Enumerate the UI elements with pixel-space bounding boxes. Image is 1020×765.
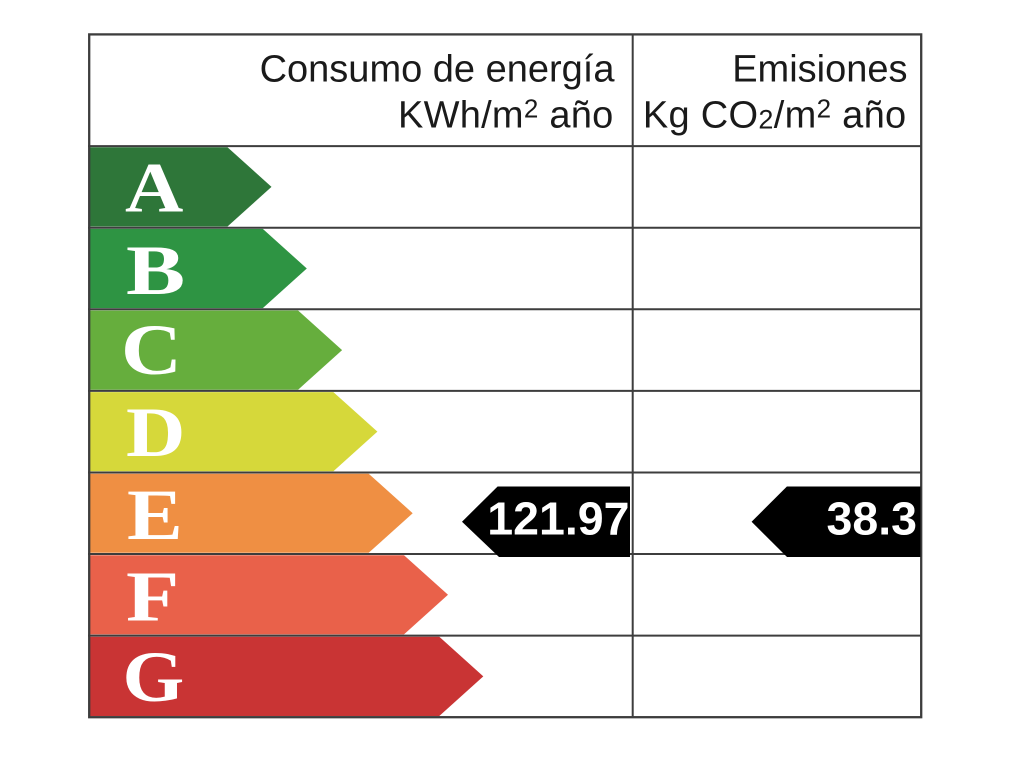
svg-text:Kg CO2/m2 año: Kg CO2/m2 año — [643, 94, 907, 137]
svg-text:121.97: 121.97 — [487, 493, 629, 545]
svg-text:Emisiones: Emisiones — [732, 49, 907, 91]
svg-text:F: F — [126, 558, 179, 637]
svg-text:A: A — [125, 148, 183, 228]
svg-text:D: D — [126, 392, 185, 472]
svg-text:KWh/m2 año: KWh/m2 año — [398, 94, 614, 137]
svg-text:B: B — [126, 231, 185, 310]
svg-text:C: C — [121, 310, 182, 390]
svg-text:G: G — [123, 639, 185, 718]
svg-text:E: E — [127, 475, 183, 554]
svg-text:38.3: 38.3 — [826, 493, 917, 545]
svg-text:Consumo de energía: Consumo de energía — [260, 49, 616, 91]
